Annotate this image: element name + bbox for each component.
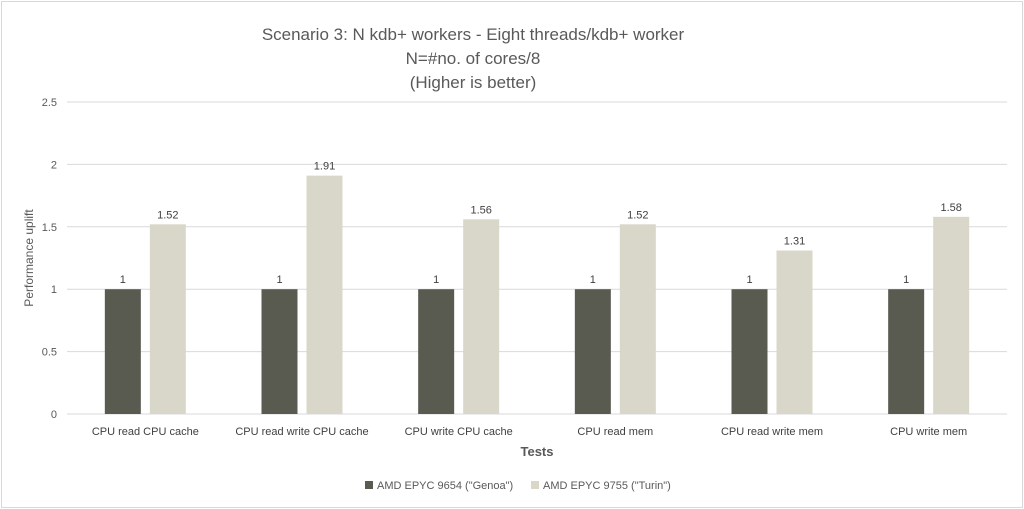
y-tick-label: 1.5 [42, 222, 57, 234]
y-tick-label: 0.5 [42, 347, 57, 359]
category-label: CPU read write CPU cache [235, 426, 368, 438]
data-label: 1 [903, 274, 909, 286]
data-label: 1 [433, 274, 439, 286]
data-label: 1.52 [157, 209, 178, 221]
bar-series-2-cat-4 [619, 224, 656, 414]
category-label: CPU read mem [577, 426, 653, 438]
y-tick-label: 2 [51, 159, 57, 171]
y-tick-label: 2.5 [42, 97, 57, 109]
data-label: 1 [746, 274, 752, 286]
bar-series-2-cat-3 [463, 219, 500, 414]
data-label: 1 [120, 274, 126, 286]
bar-series-1-cat-5 [731, 289, 768, 414]
bar-series-1-cat-3 [418, 289, 455, 414]
chart-title-line-2: N=#no. of cores/8 [406, 49, 541, 68]
data-label: 1.52 [627, 209, 648, 221]
y-tick-label: 1 [51, 284, 57, 296]
category-label: CPU write mem [890, 426, 967, 438]
chart-title: Scenario 3: N kdb+ workers - Eight threa… [262, 25, 685, 92]
category-label: CPU read CPU cache [92, 426, 199, 438]
bar-series-2-cat-2 [306, 175, 343, 414]
data-label: 1 [590, 274, 596, 286]
legend-swatch-1 [365, 481, 373, 489]
y-tick-label: 0 [51, 409, 57, 421]
data-label: 1.58 [940, 202, 961, 214]
bars [104, 175, 970, 414]
bar-series-2-cat-1 [149, 224, 186, 414]
category-labels: CPU read CPU cache CPU read write CPU cac… [92, 426, 967, 438]
bar-series-1-cat-1 [104, 289, 141, 414]
bar-series-1-cat-4 [574, 289, 611, 414]
bar-series-2-cat-5 [776, 250, 813, 414]
data-labels: 1 1.52 1 1.91 1 1.56 1 1.52 1 1.31 1 1.58 [120, 161, 962, 287]
bar-series-2-cat-6 [933, 216, 970, 414]
y-axis-title: Performance uplift [22, 209, 36, 307]
bar-series-1-cat-6 [888, 289, 925, 414]
category-label: CPU write CPU cache [405, 426, 513, 438]
bar-series-1-cat-2 [261, 289, 298, 414]
category-label: CPU read write mem [721, 426, 823, 438]
legend-swatch-2 [531, 481, 539, 489]
y-axis-ticks: 0 0.5 1 1.5 2 2.5 [42, 97, 57, 421]
gridlines [67, 101, 1007, 415]
chart-title-line-3: (Higher is better) [410, 73, 537, 92]
data-label: 1.31 [784, 236, 805, 248]
legend: AMD EPYC 9654 ("Genoa") AMD EPYC 9755 ("T… [365, 480, 671, 492]
data-label: 1.91 [314, 161, 335, 173]
data-label: 1.56 [470, 204, 491, 216]
data-label: 1 [276, 274, 282, 286]
chart-title-line-1: Scenario 3: N kdb+ workers - Eight threa… [262, 25, 685, 44]
legend-label-2: AMD EPYC 9755 ("Turin") [543, 480, 671, 492]
legend-label-1: AMD EPYC 9654 ("Genoa") [377, 480, 513, 492]
x-axis-title: Tests [521, 444, 554, 459]
